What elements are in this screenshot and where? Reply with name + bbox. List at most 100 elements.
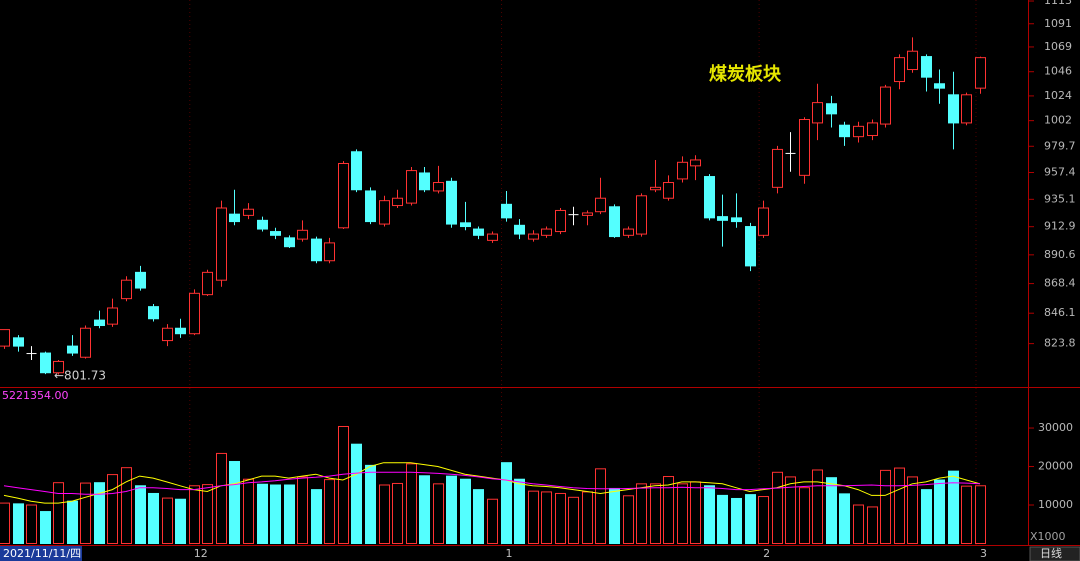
- volume-bar: [826, 477, 837, 545]
- volume-bar: [460, 478, 471, 544]
- x-tick-label: 1: [506, 547, 513, 560]
- volume-bar: [473, 489, 484, 544]
- volume-bar: [406, 463, 417, 545]
- volume-bar: [772, 471, 783, 544]
- volume-bar: [148, 492, 159, 544]
- volume-bar: [704, 485, 715, 545]
- low-annotation: ←801.73: [54, 369, 106, 383]
- y-tick-label: 30000: [1038, 421, 1073, 434]
- candle-body: [67, 345, 78, 354]
- candle-body: [460, 222, 471, 228]
- volume-bar: [812, 469, 823, 545]
- candle-body: [717, 216, 728, 221]
- candle-body: [745, 226, 756, 267]
- candle-body: [107, 307, 118, 325]
- volume-bar: [880, 469, 891, 544]
- candle-body: [406, 170, 417, 204]
- candle-body: [934, 83, 945, 89]
- volume-bar: [202, 484, 213, 544]
- candle-body: [284, 237, 295, 248]
- candle-body: [867, 122, 878, 137]
- candle-body: [243, 208, 254, 216]
- candle-body: [351, 151, 362, 191]
- candle-body: [338, 162, 349, 229]
- candle-body: [785, 152, 796, 154]
- chart-title: 煤炭板块: [709, 63, 782, 85]
- volume-bar: [663, 476, 674, 544]
- candle-body: [677, 161, 688, 180]
- volume-bar: [745, 494, 756, 545]
- date-box: [0, 546, 82, 561]
- candle-body: [826, 103, 837, 115]
- y-tick-label: 868.4: [1044, 277, 1076, 290]
- candle-body: [555, 209, 566, 233]
- volume-bar: [351, 443, 362, 545]
- candle-body: [162, 327, 173, 342]
- volume-bar: [758, 496, 769, 545]
- volume-bar: [568, 496, 579, 545]
- volume-bar: [894, 467, 905, 545]
- candle-body: [839, 124, 850, 138]
- y-tick-label: 1046: [1044, 65, 1072, 78]
- volume-bar: [284, 484, 295, 545]
- volume-bar: [216, 452, 227, 544]
- ma-line: [3, 462, 981, 504]
- candle-body: [121, 279, 132, 300]
- volume-bar: [501, 462, 512, 545]
- candle-body: [26, 353, 37, 355]
- candle-body: [40, 352, 51, 374]
- volume-bar: [338, 425, 349, 545]
- volume-bar: [731, 497, 742, 544]
- candle-body: [202, 271, 213, 296]
- volume-bar: [907, 476, 918, 545]
- volume-bar: [975, 485, 986, 545]
- candle-body: [541, 228, 552, 236]
- period-box[interactable]: [1029, 546, 1080, 561]
- volume-bar: [80, 482, 91, 545]
- candle-body: [446, 180, 457, 225]
- volume-bar: [677, 483, 688, 544]
- candle-body: [772, 148, 783, 188]
- candle-body: [663, 182, 674, 199]
- volume-bar: [961, 485, 972, 544]
- y-tick-label: 1002: [1044, 114, 1072, 127]
- x-tick-label: 3: [980, 547, 987, 560]
- y-tick-label: 935.1: [1044, 192, 1076, 205]
- candle-body: [636, 195, 647, 235]
- volume-bar: [270, 484, 281, 545]
- candle-body: [229, 213, 240, 223]
- y-tick-label: 10000: [1038, 498, 1073, 511]
- candle-body: [270, 231, 281, 236]
- candle-body: [880, 86, 891, 125]
- volume-bar: [107, 474, 118, 544]
- volume-bar: [839, 493, 850, 545]
- y-tick-label: 1069: [1044, 40, 1072, 53]
- volume-bar: [934, 479, 945, 544]
- volume-bar: [324, 479, 335, 545]
- candle-body: [582, 212, 593, 216]
- volume-bar: [0, 502, 10, 544]
- candle-body: [948, 94, 959, 124]
- candle-body: [175, 327, 186, 335]
- volume-bar: [487, 498, 498, 545]
- volume-bar: [853, 504, 864, 544]
- candle-body: [419, 172, 430, 191]
- y-tick-label: 979.7: [1044, 139, 1076, 152]
- volume-bar: [40, 511, 51, 545]
- candle-body: [297, 229, 308, 240]
- ma-line: [3, 471, 981, 495]
- volume-bar: [623, 495, 634, 544]
- candle-body: [392, 197, 403, 207]
- volume-bar: [948, 470, 959, 544]
- period[interactable]: 日线: [1040, 546, 1062, 560]
- volume-bar: [514, 478, 525, 544]
- y-tick-label: 890.6: [1044, 248, 1076, 261]
- candle-body: [80, 327, 91, 358]
- cursor-date: 2021/11/11/四: [3, 547, 81, 560]
- candle-body: [365, 190, 376, 223]
- candle-body: [433, 182, 444, 192]
- volume-bar: [94, 482, 105, 544]
- volume-bar: [609, 487, 620, 545]
- volume-bar: [799, 487, 810, 545]
- volume-bar: [121, 467, 132, 544]
